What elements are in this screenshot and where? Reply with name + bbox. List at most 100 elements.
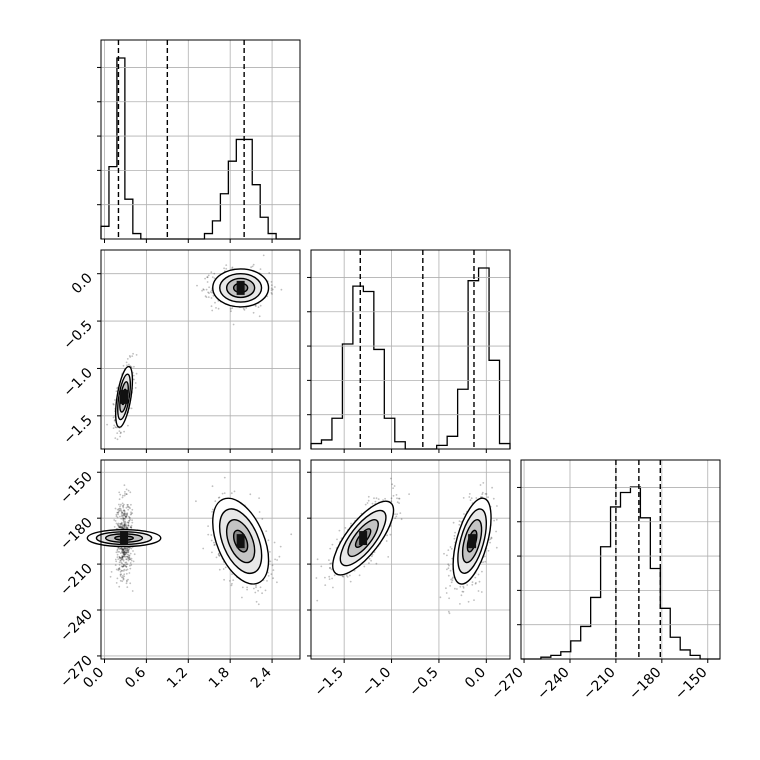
sample-point [122,578,125,581]
sample-point [119,525,122,528]
x-tick-label: −210 [580,665,619,704]
sample-point [228,580,231,582]
sample-point [443,552,445,555]
sample-point [259,586,262,589]
sample-point [324,576,326,579]
sample-point [123,512,126,515]
sample-point [122,518,124,521]
sample-point [477,590,480,592]
sample-point [349,580,352,583]
sample-point [123,494,126,497]
sample-point [129,567,132,570]
sample-point [119,432,122,435]
sample-point [217,307,220,310]
sample-point [120,510,123,512]
sample-point [214,301,216,304]
sample-point [119,552,122,555]
sample-point [128,548,130,551]
sample-point [454,531,456,534]
sample-point [242,307,245,310]
sample-point [389,477,392,480]
sample-point [117,558,120,560]
x-tick-label: −150 [672,665,711,704]
sample-point [125,512,128,515]
sample-point [124,547,126,549]
sample-point [477,573,480,576]
sample-point [210,534,213,536]
y-tick-label: −210 [57,561,96,600]
sample-point [124,561,127,564]
sample-point [290,533,293,536]
sample-point [132,374,135,377]
sample-point [117,525,120,527]
x-tick-label: 0.6 [122,664,149,691]
sample-point [252,311,255,314]
sample-point [217,553,220,556]
sample-point [126,526,129,529]
sample-point [230,310,232,313]
sample-point [119,435,121,438]
sample-point [126,549,128,552]
sample-point [126,514,128,516]
sample-point [115,426,118,429]
sample-point [128,516,131,519]
sample-point [118,567,120,570]
sample-point [241,586,244,589]
sample-point [116,577,119,580]
sample-point [119,547,122,549]
panel-frame [520,459,721,660]
sample-point [123,551,125,553]
sample-point [259,304,262,307]
sample-point [270,287,273,290]
sample-point [123,565,125,567]
sample-point [445,592,448,594]
sample-point [118,498,121,501]
sample-point [331,543,334,546]
sample-point [119,575,122,577]
sample-point [470,497,473,500]
sample-point [254,305,257,307]
sample-point [123,524,126,526]
sample-point [117,508,120,510]
sample-point [358,574,361,577]
sample-point [123,527,126,529]
sample-point [208,286,210,289]
sample-point [120,525,123,528]
x-tick-label: −240 [534,665,573,704]
x-tick-label: 0.0 [462,665,489,692]
sample-point [118,585,121,588]
sample-point [271,564,274,567]
sample-point [124,515,127,518]
sample-point [485,493,488,495]
sample-point [222,568,225,570]
sample-point [119,556,121,559]
sample-point [123,514,126,517]
sample-point [127,508,130,511]
sample-point [346,576,349,578]
sample-point [123,555,125,557]
sample-point [272,569,275,571]
sample-point [115,522,118,525]
sample-point [257,589,259,592]
sample-point [121,557,124,559]
sample-point [258,315,261,318]
sample-point [246,586,249,589]
histogram-0 [100,57,300,240]
sample-point [328,575,331,578]
sample-point [490,536,493,539]
sample-point [316,558,319,561]
sample-point [134,382,137,384]
sample-point [211,309,214,312]
sample-point [345,574,348,577]
sample-point [130,503,132,506]
sample-point [480,591,483,593]
sample-point [114,520,117,522]
sample-point [232,579,235,581]
sample-point [117,522,120,525]
y-tick-label: −1.5 [60,412,95,447]
sample-point [225,264,228,266]
sample-point [463,513,465,515]
sample-point [218,555,221,557]
sample-point [211,276,214,279]
sample-point [448,597,450,600]
